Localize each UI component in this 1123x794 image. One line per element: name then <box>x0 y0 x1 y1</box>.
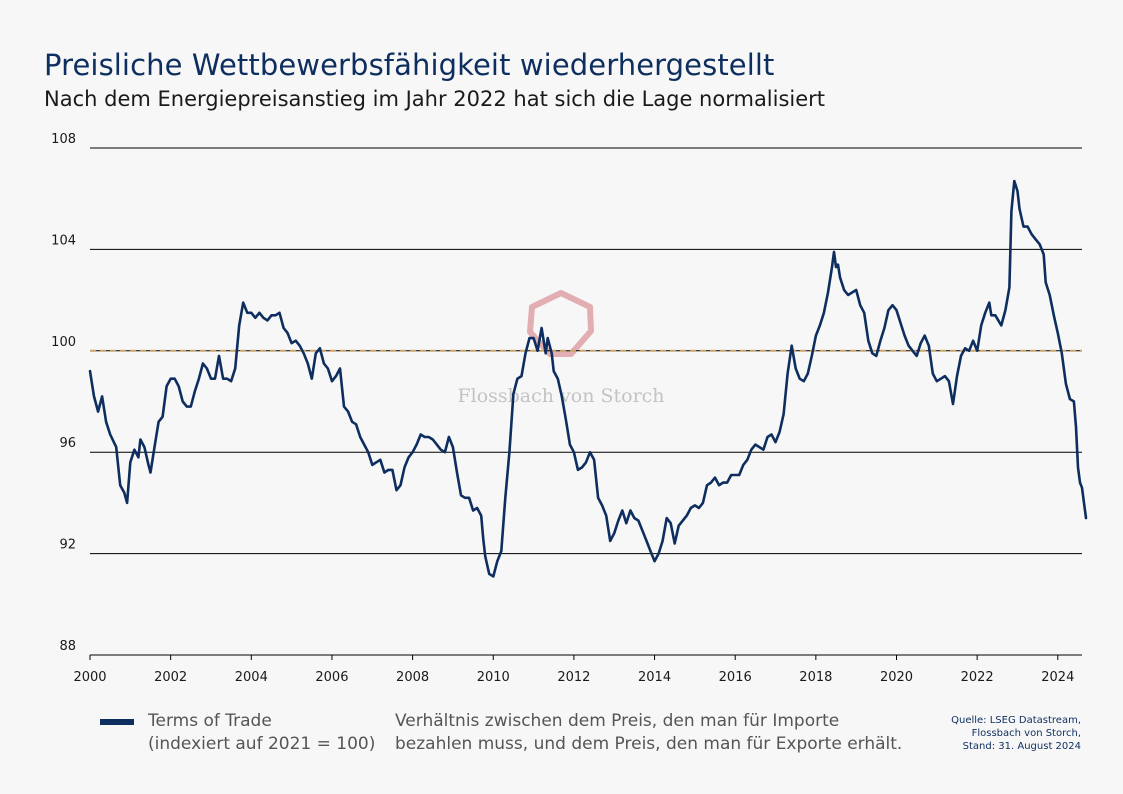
y-tick-label: 88 <box>59 639 76 654</box>
y-tick-label: 92 <box>59 538 76 553</box>
chart-title: Preisliche Wettbewerbsfähigkeit wiederhe… <box>44 48 775 82</box>
y-tick-label: 104 <box>51 233 76 248</box>
series-line-terms-of-trade <box>88 179 1088 578</box>
watermark-logo <box>527 290 594 357</box>
source-line2: Flossbach von Storch, <box>971 728 1081 739</box>
x-tick-label: 2004 <box>235 670 268 685</box>
x-tick-label: 2022 <box>961 670 994 685</box>
x-tick-label: 2014 <box>638 670 671 685</box>
y-tick-label: 100 <box>51 335 76 350</box>
x-tick-label: 2006 <box>315 670 348 685</box>
y-tick-label: 96 <box>59 436 76 451</box>
x-tick-label: 2012 <box>557 670 590 685</box>
legend-swatch <box>100 719 134 725</box>
y-tick-label: 108 <box>51 132 76 147</box>
x-tick-label: 2016 <box>719 670 752 685</box>
legend-series-label: Terms of Trade (indexiert auf 2021 = 100… <box>148 710 375 756</box>
legend-description: Verhältnis zwischen dem Preis, den man f… <box>395 710 902 756</box>
x-tick-label: 2024 <box>1041 670 1074 685</box>
x-tick-label: 2010 <box>477 670 510 685</box>
x-tick-label: 2018 <box>799 670 832 685</box>
x-tick-label: 2000 <box>73 670 106 685</box>
chart-subtitle: Nach dem Energiepreisanstieg im Jahr 202… <box>44 87 826 111</box>
source-note: Quelle: LSEG Datastream, Flossbach von S… <box>951 714 1081 753</box>
source-line1: Quelle: LSEG Datastream, <box>951 715 1081 726</box>
legend-desc-line1: Verhältnis zwischen dem Preis, den man f… <box>395 711 840 731</box>
source-line3: Stand: 31. August 2024 <box>962 741 1081 752</box>
legend-label-line2: (indexiert auf 2021 = 100) <box>148 734 376 754</box>
x-tick-label: 2020 <box>880 670 913 685</box>
legend-desc-line2: bezahlen muss, und dem Preis, den man fü… <box>395 734 903 754</box>
legend-label-line1: Terms of Trade <box>148 711 272 731</box>
x-tick-label: 2002 <box>154 670 187 685</box>
x-tick-label: 2008 <box>396 670 429 685</box>
